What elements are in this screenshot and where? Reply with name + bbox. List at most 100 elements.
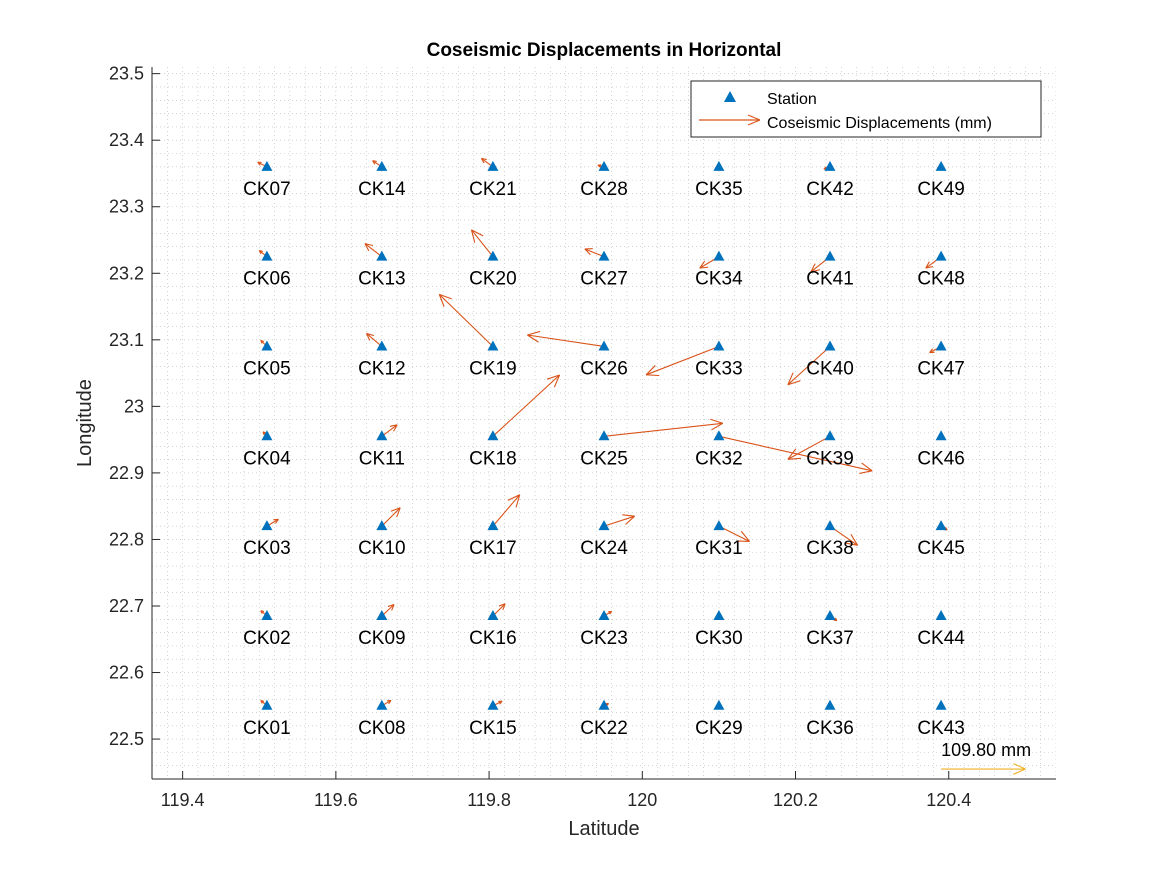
arrow-head (699, 260, 706, 269)
displacement-arrow (787, 346, 831, 386)
station-label: CK26 (580, 358, 628, 379)
arrow-shaft (718, 435, 873, 472)
station-label: CK03 (243, 538, 291, 559)
station-label: CK30 (695, 628, 743, 649)
station-label: CK41 (806, 269, 854, 290)
arrow-head (481, 157, 487, 161)
station-marker (824, 520, 836, 531)
station-label: CK38 (806, 538, 854, 559)
arrow-shaft (366, 333, 383, 347)
arrow-head (925, 261, 930, 269)
station-marker (487, 520, 499, 531)
station-label: CK46 (917, 448, 965, 469)
arrow-head (787, 457, 802, 460)
x-tick-label: 119.6 (314, 790, 358, 810)
arrow-head (366, 332, 375, 337)
arrow-head (834, 617, 838, 621)
y-axis-label: Longitude (74, 379, 96, 467)
displacement-arrow (787, 435, 831, 460)
arrow-head (387, 603, 395, 608)
station-marker (824, 609, 836, 620)
arrow-shaft (381, 507, 401, 527)
arrow-head (515, 494, 521, 508)
arrow-head (711, 422, 724, 431)
arrow-head (438, 294, 445, 307)
arrow-head (389, 424, 398, 427)
station-marker (598, 609, 610, 620)
arrow-head (740, 530, 750, 542)
station-label: CK49 (917, 179, 965, 200)
arrow-head (622, 514, 635, 517)
station-marker (261, 609, 273, 620)
displacement-arrow (438, 293, 494, 347)
station-label: CK24 (580, 538, 628, 559)
scale-arrow-group: 109.80 mm (941, 740, 1031, 775)
arrow-head (736, 540, 750, 543)
displacement-arrow (718, 525, 750, 543)
arrow-head (646, 374, 660, 377)
arrow-head (553, 374, 561, 388)
displacement-arrow (364, 243, 383, 258)
station-label: CK25 (580, 448, 628, 469)
station-marker (824, 250, 836, 261)
arrow-shaft (603, 422, 723, 437)
grid (152, 67, 1056, 779)
arrow-head (597, 164, 601, 168)
y-tick-label: 22.8 (109, 529, 144, 549)
displacement-arrow (381, 424, 398, 437)
arrow-head (273, 518, 279, 521)
axes (151, 67, 1056, 780)
scale-arrow (941, 763, 1026, 775)
station-marker (376, 609, 388, 620)
station-label: CK27 (580, 269, 628, 290)
y-tick-label: 23.1 (109, 330, 144, 350)
station-marker (261, 340, 273, 351)
station-label: CK23 (580, 628, 628, 649)
station-marker (935, 609, 947, 620)
station-marker (376, 699, 388, 710)
station-marker (487, 160, 499, 171)
y-tick-label: 23.5 (109, 64, 144, 84)
x-axis-label: Latitude (568, 818, 639, 840)
arrow-shaft (718, 525, 750, 542)
y-tick-label: 23 (124, 396, 144, 416)
arrow-head (844, 542, 858, 546)
arrow-shaft (364, 243, 383, 258)
station-label: CK47 (917, 358, 965, 379)
arrow-head (527, 334, 539, 343)
arrow-head (810, 263, 816, 273)
scale-arrow-label: 109.80 mm (941, 740, 1031, 760)
station-marker (261, 699, 273, 710)
station-marker (935, 250, 947, 261)
arrow-head (787, 372, 794, 386)
y-tick-label: 22.9 (109, 463, 144, 483)
station-label: CK17 (469, 538, 517, 559)
station-marker (487, 250, 499, 261)
station-marker (598, 250, 610, 261)
arrow-head (366, 333, 371, 341)
station-marker (261, 250, 273, 261)
arrow-head (929, 348, 934, 353)
station-label: CK36 (806, 718, 854, 739)
arrow-head (260, 610, 263, 614)
y-tick-label: 23.4 (109, 130, 144, 150)
station-marker (376, 340, 388, 351)
arrow-shaft (438, 293, 494, 347)
station-marker (261, 160, 273, 171)
arrow-head (861, 462, 873, 472)
station-marker (935, 340, 947, 351)
arrow-shaft (381, 424, 398, 437)
arrow-head (645, 365, 656, 376)
arrow-shaft (787, 435, 831, 460)
station-label: CK13 (358, 269, 406, 290)
arrow-head (527, 330, 541, 336)
x-tick-label: 120 (627, 790, 657, 810)
station-marker (713, 250, 725, 261)
station-label: CK29 (695, 718, 743, 739)
arrow-head (391, 604, 395, 611)
arrow-head (364, 243, 370, 252)
station-label: CK01 (243, 718, 291, 739)
station-label: CK16 (469, 628, 517, 649)
station-label: CK14 (358, 179, 406, 200)
